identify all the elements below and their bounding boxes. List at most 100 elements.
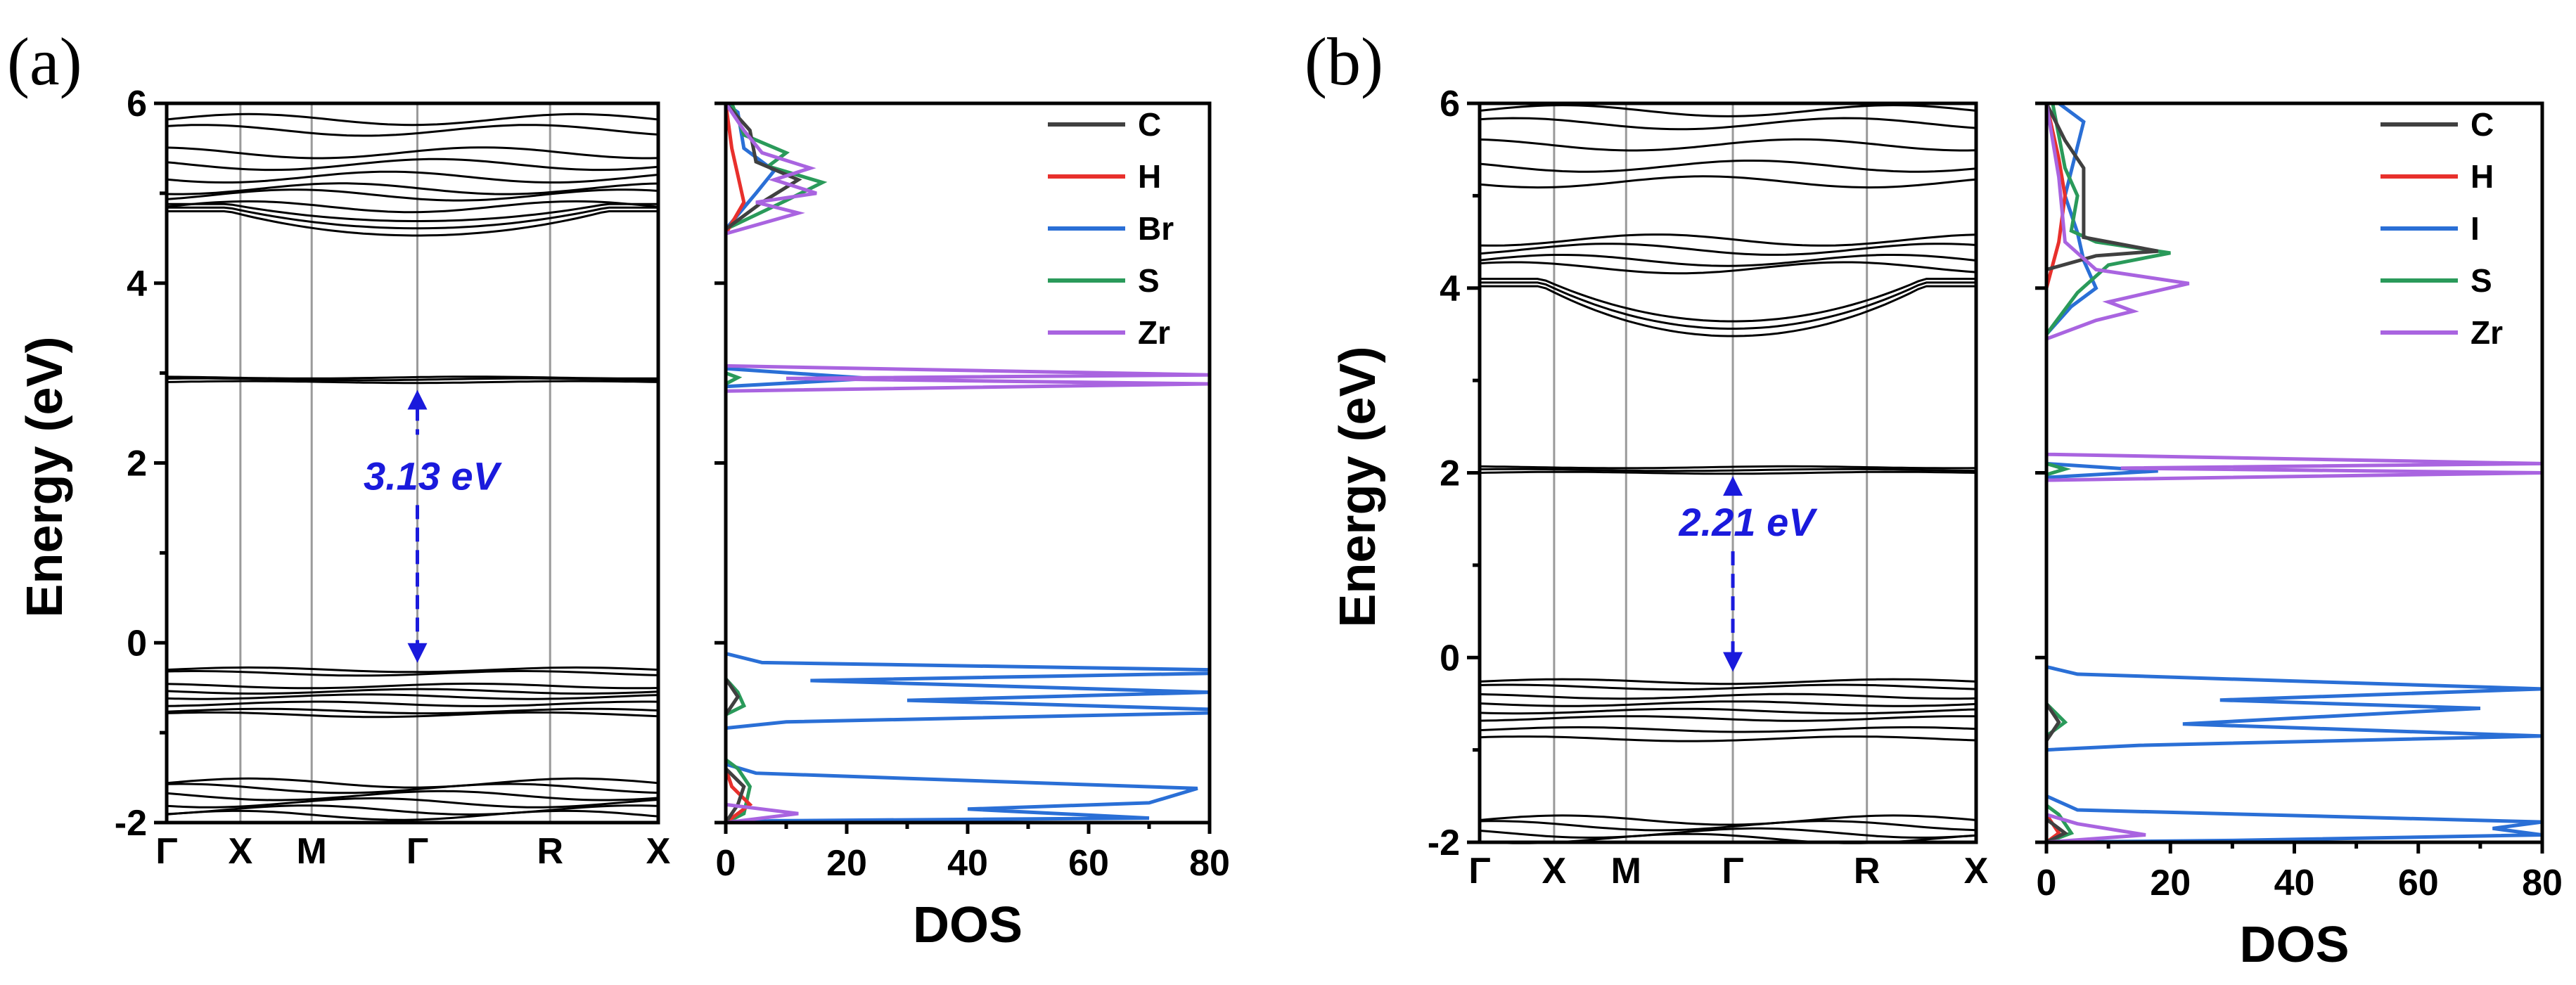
dos-x-tick-label: 20 [2150,863,2191,903]
legend-label-i: I [2471,210,2480,247]
upper-band [1479,160,1977,173]
upper-band [166,124,659,137]
band-structure-plot: -2 0 2 4 6 Γ X M Γ R X Energy (eV) 2.21 eV [1330,84,1989,891]
upper-band [1479,175,1977,189]
upper-band [1479,243,1977,256]
dos-series-br [726,103,1210,823]
valence-band [1479,693,1977,700]
dos-x-tick-label: 40 [2274,863,2315,903]
band-gap-label: 2.21 eV [1679,500,1819,544]
y-tick-label: 0 [1440,638,1460,678]
valence-band [1479,707,1977,715]
valence-band [166,666,659,674]
y-tick-label: -2 [115,803,147,844]
panel-a: (a) -2 0 2 4 6 Γ X M Γ R X Energy (eV) 3.13 eV 0 20 40 60… [7,24,1230,953]
y-tick-label: 2 [1440,453,1460,494]
valence-band [1479,678,1977,685]
upper-band [1479,138,1977,152]
upper-band [166,157,659,172]
y-tick-label: 2 [127,444,147,484]
kpoint-label: Γ [1468,851,1490,891]
kpoint-label: Γ [406,831,428,872]
dos-series-i [2046,103,2542,842]
valence-band [166,711,659,719]
panel-label: (b) [1305,24,1383,99]
conduction-band [1479,468,1977,472]
valence-band [166,688,659,695]
deep-band [166,783,659,794]
dos-series-c [726,103,802,823]
dos-x-tick-label: 0 [2037,863,2057,903]
gap-arrow-head-up [407,390,428,410]
kpoint-label: Γ [155,831,177,872]
upper-band [166,188,659,202]
dos-x-tick-label: 0 [716,843,736,884]
dos-series-s [2046,103,2171,842]
dos-x-tick-label: 80 [1189,843,1230,884]
band-gap-label: 3.13 eV [364,453,503,498]
gap-arrow-head-down [407,643,428,663]
dos-x-axis-title: DOS [913,897,1023,953]
legend-label-s: S [1138,262,1160,299]
kpoint-label: Γ [1722,851,1743,891]
dos-series-c [2046,103,2159,842]
y-axis-title: Energy (eV) [1330,346,1386,627]
gap-arrow-head-down [1723,652,1743,672]
upper-band [166,146,659,160]
valence-band [166,670,659,677]
dos-x-tick-label: 40 [947,843,988,884]
conduction-band [1479,470,1977,475]
y-tick-label: 0 [127,623,147,664]
dos-plot: 0 20 40 60 80 DOS CH Br S Zr [715,101,1230,953]
valence-band [1479,735,1977,742]
y-tick-label: 4 [1440,269,1460,309]
kpoint-label: X [646,831,671,872]
legend: CH Br S Zr [1048,106,1174,351]
kpoint-label: X [1964,851,1989,891]
legend-label-h: H [2471,158,2494,195]
y-tick-label: -2 [1428,823,1460,863]
gap-arrow-head-up [1723,476,1743,496]
valence-band [166,707,659,715]
kpoint-label: R [1854,851,1880,891]
panel-b: (b) -2 0 2 4 6 Γ X M Γ R X Energy (eV) 2.21 eV 0 20 40 60… [1305,24,2563,973]
legend-label-br: Br [1138,210,1174,247]
curved-band [1480,285,1976,337]
y-axis-title: Energy (eV) [17,336,73,617]
legend-label-c: C [2471,106,2494,143]
valence-band [1479,726,1977,733]
dos-x-tick-label: 60 [1068,843,1109,884]
conduction-band [166,375,659,380]
kpoint-label: M [1611,851,1641,891]
deep-band [1479,820,1977,832]
legend-label-h: H [1138,158,1161,195]
deep-band [166,809,659,821]
y-tick-label: 6 [127,84,147,124]
kpoint-label: M [297,831,327,872]
legend-label-c: C [1138,106,1161,143]
y-tick-label: 6 [1440,84,1460,124]
upper-band [166,170,659,184]
conduction-band [1479,465,1977,470]
upper-band [1479,117,1977,131]
kpoint-label: R [537,831,563,872]
valence-band [1479,700,1977,707]
dos-x-tick-label: 80 [2522,863,2563,903]
valence-band [1479,715,1977,722]
dos-series-zr [2046,103,2542,842]
upper-band [1479,233,1977,247]
curved-band [1480,278,1976,323]
kpoint-label: X [1542,851,1567,891]
valence-band [166,700,659,707]
deep-band [166,797,659,809]
upper-band [1479,104,1977,117]
panel-label: (a) [7,24,82,99]
dos-series-h [726,103,753,823]
legend-label-s: S [2471,262,2492,299]
deep-band [1479,814,1977,826]
upper-band [166,182,659,195]
valence-band [166,682,659,690]
